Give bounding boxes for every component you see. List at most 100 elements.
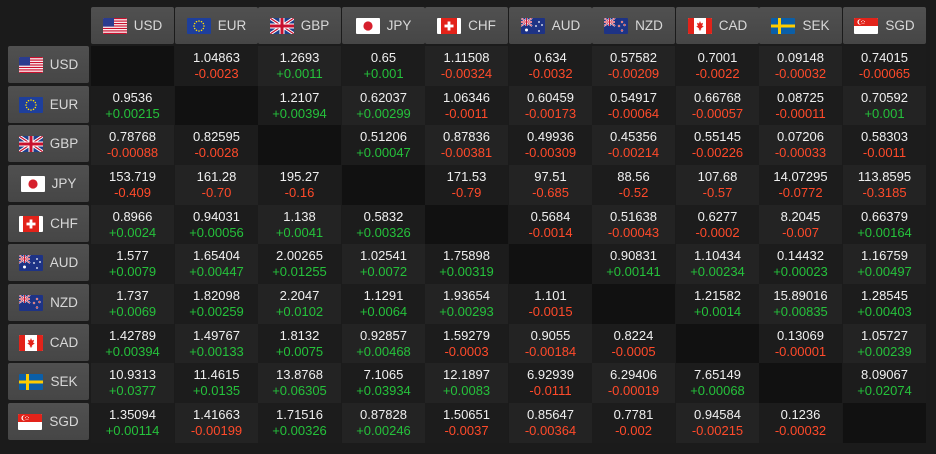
rate-cell-sek-chf[interactable]: 12.1897 +0.0083 bbox=[425, 363, 508, 403]
row-header-usd[interactable]: USD bbox=[8, 46, 89, 83]
rate-cell-eur-usd[interactable]: 0.9536 +0.00215 bbox=[91, 86, 174, 126]
rate-cell-aud-sgd[interactable]: 1.16759 +0.00497 bbox=[843, 244, 926, 284]
rate-cell-chf-cad[interactable]: 0.6277 -0.0002 bbox=[676, 205, 759, 245]
rate-cell-jpy-usd[interactable]: 153.719 -0.409 bbox=[91, 165, 174, 205]
rate-cell-jpy-nzd[interactable]: 88.56 -0.52 bbox=[592, 165, 675, 205]
rate-cell-aud-chf[interactable]: 1.75898 +0.00319 bbox=[425, 244, 508, 284]
rate-cell-gbp-usd[interactable]: 0.78768 -0.00088 bbox=[91, 125, 174, 165]
rate-cell-eur-jpy[interactable]: 0.62037 +0.00299 bbox=[342, 86, 425, 126]
row-header-aud[interactable]: AUD bbox=[8, 244, 89, 281]
rate-cell-jpy-sek[interactable]: 14.07295 -0.0772 bbox=[759, 165, 842, 205]
rate-cell-gbp-sgd[interactable]: 0.58303 -0.0011 bbox=[843, 125, 926, 165]
rate-cell-sgd-usd[interactable]: 1.35094 +0.00114 bbox=[91, 403, 174, 443]
rate-cell-gbp-nzd[interactable]: 0.45356 -0.00214 bbox=[592, 125, 675, 165]
rate-cell-eur-aud[interactable]: 0.60459 -0.00173 bbox=[509, 86, 592, 126]
rate-cell-gbp-eur[interactable]: 0.82595 -0.0028 bbox=[175, 125, 258, 165]
rate-cell-sek-jpy[interactable]: 7.1065 +0.03934 bbox=[342, 363, 425, 403]
rate-cell-cad-gbp[interactable]: 1.8132 +0.0075 bbox=[258, 324, 341, 364]
rate-cell-sgd-sek[interactable]: 0.1236 -0.00032 bbox=[759, 403, 842, 443]
rate-cell-nzd-cad[interactable]: 1.21582 +0.0014 bbox=[676, 284, 759, 324]
rate-cell-eur-sgd[interactable]: 0.70592 +0.001 bbox=[843, 86, 926, 126]
rate-cell-nzd-chf[interactable]: 1.93654 +0.00293 bbox=[425, 284, 508, 324]
rate-cell-sgd-jpy[interactable]: 0.87828 +0.00246 bbox=[342, 403, 425, 443]
rate-cell-usd-sek[interactable]: 0.09148 -0.00032 bbox=[759, 46, 842, 86]
rate-cell-jpy-gbp[interactable]: 195.27 -0.16 bbox=[258, 165, 341, 205]
rate-cell-sgd-cad[interactable]: 0.94584 -0.00215 bbox=[676, 403, 759, 443]
rate-cell-usd-chf[interactable]: 1.11508 -0.00324 bbox=[425, 46, 508, 86]
rate-cell-chf-jpy[interactable]: 0.5832 +0.00326 bbox=[342, 205, 425, 245]
rate-cell-sgd-aud[interactable]: 0.85647 -0.00364 bbox=[509, 403, 592, 443]
rate-cell-sek-sgd[interactable]: 8.09067 +0.02074 bbox=[843, 363, 926, 403]
rate-cell-cad-aud[interactable]: 0.9055 -0.00184 bbox=[509, 324, 592, 364]
rate-cell-chf-nzd[interactable]: 0.51638 -0.00043 bbox=[592, 205, 675, 245]
rate-cell-usd-eur[interactable]: 1.04863 -0.0023 bbox=[175, 46, 258, 86]
rate-cell-chf-aud[interactable]: 0.5684 -0.0014 bbox=[509, 205, 592, 245]
rate-cell-sek-gbp[interactable]: 13.8768 +0.06305 bbox=[258, 363, 341, 403]
rate-cell-sek-aud[interactable]: 6.92939 -0.0111 bbox=[509, 363, 592, 403]
column-header-jpy[interactable]: JPY bbox=[342, 7, 425, 44]
rate-cell-eur-gbp[interactable]: 1.2107 +0.00394 bbox=[258, 86, 341, 126]
rate-cell-usd-aud[interactable]: 0.634 -0.0032 bbox=[509, 46, 592, 86]
rate-cell-aud-sek[interactable]: 0.14432 +0.00023 bbox=[759, 244, 842, 284]
rate-cell-chf-eur[interactable]: 0.94031 +0.00056 bbox=[175, 205, 258, 245]
rate-cell-chf-sgd[interactable]: 0.66379 +0.00164 bbox=[843, 205, 926, 245]
rate-cell-sgd-chf[interactable]: 1.50651 -0.0037 bbox=[425, 403, 508, 443]
rate-cell-cad-usd[interactable]: 1.42789 +0.00394 bbox=[91, 324, 174, 364]
rate-cell-sek-cad[interactable]: 7.65149 +0.00068 bbox=[676, 363, 759, 403]
rate-cell-cad-chf[interactable]: 1.59279 -0.0003 bbox=[425, 324, 508, 364]
column-header-sek[interactable]: SEK bbox=[759, 7, 842, 44]
rate-cell-aud-jpy[interactable]: 1.02541 +0.0072 bbox=[342, 244, 425, 284]
row-header-sgd[interactable]: SGD bbox=[8, 403, 89, 440]
rate-cell-gbp-jpy[interactable]: 0.51206 +0.00047 bbox=[342, 125, 425, 165]
rate-cell-eur-cad[interactable]: 0.66768 -0.00057 bbox=[676, 86, 759, 126]
rate-cell-sek-nzd[interactable]: 6.29406 -0.00019 bbox=[592, 363, 675, 403]
rate-cell-sek-usd[interactable]: 10.9313 +0.0377 bbox=[91, 363, 174, 403]
rate-cell-aud-usd[interactable]: 1.577 +0.0079 bbox=[91, 244, 174, 284]
rate-cell-eur-chf[interactable]: 1.06346 -0.0011 bbox=[425, 86, 508, 126]
rate-cell-cad-sek[interactable]: 0.13069 -0.00001 bbox=[759, 324, 842, 364]
rate-cell-eur-sek[interactable]: 0.08725 -0.00011 bbox=[759, 86, 842, 126]
rate-cell-usd-gbp[interactable]: 1.2693 +0.0011 bbox=[258, 46, 341, 86]
rate-cell-nzd-sek[interactable]: 15.89016 +0.00835 bbox=[759, 284, 842, 324]
rate-cell-usd-jpy[interactable]: 0.65 +0.001 bbox=[342, 46, 425, 86]
rate-cell-gbp-sek[interactable]: 0.07206 -0.00033 bbox=[759, 125, 842, 165]
rate-cell-sgd-nzd[interactable]: 0.7781 -0.002 bbox=[592, 403, 675, 443]
column-header-nzd[interactable]: NZD bbox=[592, 7, 675, 44]
rate-cell-aud-cad[interactable]: 1.10434 +0.00234 bbox=[676, 244, 759, 284]
row-header-sek[interactable]: SEK bbox=[8, 363, 89, 400]
rate-cell-jpy-cad[interactable]: 107.68 -0.57 bbox=[676, 165, 759, 205]
rate-cell-jpy-chf[interactable]: 171.53 -0.79 bbox=[425, 165, 508, 205]
rate-cell-aud-nzd[interactable]: 0.90831 +0.00141 bbox=[592, 244, 675, 284]
rate-cell-gbp-chf[interactable]: 0.87836 -0.00381 bbox=[425, 125, 508, 165]
rate-cell-usd-cad[interactable]: 0.7001 -0.0022 bbox=[676, 46, 759, 86]
rate-cell-nzd-sgd[interactable]: 1.28545 +0.00403 bbox=[843, 284, 926, 324]
rate-cell-aud-gbp[interactable]: 2.00265 +0.01255 bbox=[258, 244, 341, 284]
rate-cell-jpy-sgd[interactable]: 113.8595 -0.3185 bbox=[843, 165, 926, 205]
rate-cell-usd-nzd[interactable]: 0.57582 -0.00209 bbox=[592, 46, 675, 86]
rate-cell-sgd-gbp[interactable]: 1.71516 +0.00326 bbox=[258, 403, 341, 443]
rate-cell-nzd-gbp[interactable]: 2.2047 +0.0102 bbox=[258, 284, 341, 324]
column-header-usd[interactable]: USD bbox=[91, 7, 174, 44]
column-header-cad[interactable]: CAD bbox=[676, 7, 759, 44]
row-header-cad[interactable]: CAD bbox=[8, 324, 89, 361]
rate-cell-nzd-aud[interactable]: 1.101 -0.0015 bbox=[509, 284, 592, 324]
rate-cell-jpy-eur[interactable]: 161.28 -0.70 bbox=[175, 165, 258, 205]
column-header-sgd[interactable]: SGD bbox=[843, 7, 926, 44]
row-header-chf[interactable]: CHF bbox=[8, 205, 89, 242]
column-header-gbp[interactable]: GBP bbox=[258, 7, 341, 44]
rate-cell-cad-sgd[interactable]: 1.05727 +0.00239 bbox=[843, 324, 926, 364]
rate-cell-aud-eur[interactable]: 1.65404 +0.00447 bbox=[175, 244, 258, 284]
rate-cell-sek-eur[interactable]: 11.4615 +0.0135 bbox=[175, 363, 258, 403]
rate-cell-usd-sgd[interactable]: 0.74015 -0.00065 bbox=[843, 46, 926, 86]
rate-cell-cad-jpy[interactable]: 0.92857 +0.00468 bbox=[342, 324, 425, 364]
rate-cell-nzd-jpy[interactable]: 1.1291 +0.0064 bbox=[342, 284, 425, 324]
rate-cell-chf-gbp[interactable]: 1.138 +0.0041 bbox=[258, 205, 341, 245]
column-header-aud[interactable]: AUD bbox=[509, 7, 592, 44]
rate-cell-gbp-cad[interactable]: 0.55145 -0.00226 bbox=[676, 125, 759, 165]
rate-cell-gbp-aud[interactable]: 0.49936 -0.00309 bbox=[509, 125, 592, 165]
rate-cell-nzd-usd[interactable]: 1.737 +0.0069 bbox=[91, 284, 174, 324]
column-header-eur[interactable]: EUR bbox=[175, 7, 258, 44]
column-header-chf[interactable]: CHF bbox=[425, 7, 508, 44]
rate-cell-cad-nzd[interactable]: 0.8224 -0.0005 bbox=[592, 324, 675, 364]
rate-cell-cad-eur[interactable]: 1.49767 +0.00133 bbox=[175, 324, 258, 364]
